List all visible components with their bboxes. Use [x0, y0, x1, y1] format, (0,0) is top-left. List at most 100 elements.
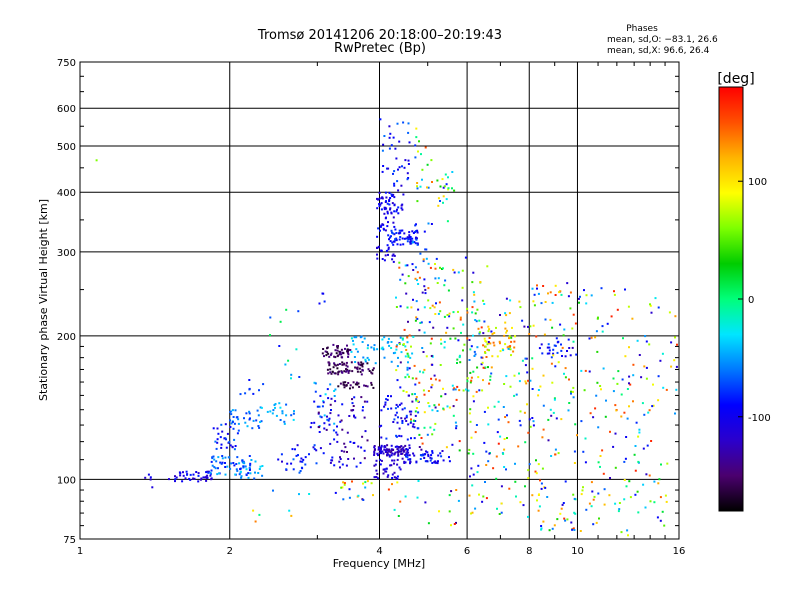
echo-point [638, 354, 641, 356]
echo-point [239, 470, 242, 473]
echo-point [384, 229, 387, 232]
echo-point [526, 403, 528, 406]
echo-point [445, 331, 448, 334]
echo-point [535, 472, 538, 475]
echo-point [466, 337, 469, 340]
echo-point [601, 330, 604, 333]
echo-point [474, 353, 477, 356]
echo-point [415, 398, 418, 401]
echo-point [459, 318, 462, 321]
echo-point [346, 365, 349, 368]
echo-point [484, 366, 487, 369]
echo-point [394, 351, 397, 354]
echo-point [646, 444, 649, 447]
echo-point [418, 446, 421, 448]
echo-point [231, 421, 234, 423]
echo-point [461, 269, 464, 272]
echo-point [553, 524, 556, 527]
echo-point [458, 389, 461, 392]
echo-point [430, 355, 433, 357]
echo-point [414, 393, 416, 395]
echo-point [668, 311, 671, 314]
echo-point [394, 238, 397, 240]
echo-point [205, 477, 208, 479]
echo-point [508, 487, 511, 490]
echo-point [410, 345, 412, 348]
echo-point [631, 317, 634, 320]
echo-point [249, 464, 252, 467]
echo-point [234, 473, 237, 476]
echo-point [404, 345, 407, 348]
echo-point [599, 465, 601, 468]
echo-point [390, 360, 393, 363]
echo-point [386, 398, 389, 401]
echo-point [629, 496, 632, 499]
echo-point [403, 232, 406, 235]
echo-point [412, 419, 415, 422]
echo-point [347, 371, 350, 374]
echo-point [192, 477, 195, 480]
echo-point [366, 362, 369, 365]
echo-point [397, 449, 400, 452]
echo-point [414, 319, 417, 322]
echo-point [427, 287, 430, 290]
echo-point [602, 472, 605, 475]
echo-point [383, 445, 386, 447]
echo-point [569, 354, 572, 357]
echo-point [429, 456, 432, 459]
echo-point [445, 198, 448, 201]
echo-point [359, 370, 362, 373]
x-tick-label: 1 [77, 546, 83, 557]
echo-point [353, 336, 356, 339]
echo-point [448, 456, 450, 459]
echo-point [387, 488, 390, 491]
echo-point [414, 242, 417, 245]
echo-point [387, 221, 389, 224]
echo-point [387, 337, 390, 340]
echo-point [423, 285, 426, 288]
echo-point [437, 312, 440, 315]
echo-point [225, 446, 228, 449]
echo-point [382, 143, 385, 146]
echo-point [390, 193, 393, 196]
echo-point [210, 469, 213, 472]
echo-point [189, 478, 192, 481]
echo-point [472, 370, 475, 373]
echo-point [361, 365, 364, 368]
echo-point [488, 337, 491, 339]
echo-point [380, 459, 383, 462]
echo-point [236, 416, 239, 419]
echo-point [399, 278, 402, 281]
echo-point [333, 422, 336, 425]
echo-point [144, 476, 147, 479]
echo-point [659, 519, 662, 522]
echo-point [329, 383, 332, 386]
echo-point [623, 460, 626, 463]
echo-point [487, 342, 490, 345]
echo-point [301, 467, 304, 470]
echo-point [615, 409, 618, 412]
echo-point [659, 359, 662, 362]
echo-point [258, 513, 261, 516]
echo-point [406, 450, 409, 453]
echo-point [340, 419, 343, 422]
echo-point [279, 406, 282, 409]
echo-point [559, 512, 562, 515]
echo-point [332, 429, 335, 432]
echo-point [409, 462, 411, 465]
echo-point [378, 203, 381, 205]
echo-point [313, 421, 316, 424]
echo-point [518, 380, 521, 383]
echo-point [453, 387, 456, 390]
echo-point [281, 460, 283, 463]
echo-point [632, 374, 635, 377]
echo-point [313, 400, 316, 403]
echo-point [226, 465, 229, 468]
echo-point [398, 450, 401, 453]
echo-point [257, 472, 260, 474]
echo-point [224, 466, 227, 468]
echo-point [373, 344, 376, 347]
echo-point [398, 403, 401, 406]
echo-point [490, 366, 493, 369]
echo-point [456, 362, 458, 364]
